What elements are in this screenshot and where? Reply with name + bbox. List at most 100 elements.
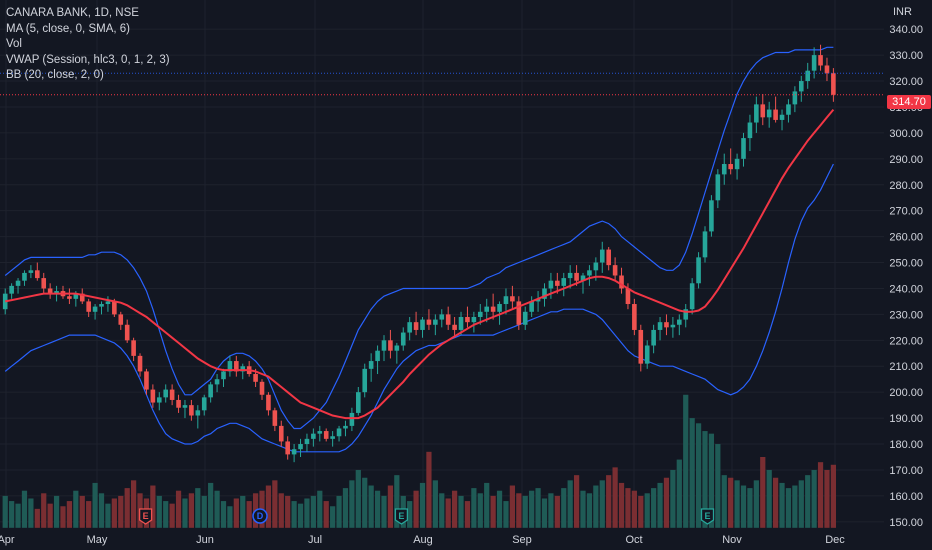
candle-body	[503, 296, 509, 305]
event-marker-letter: E	[704, 511, 710, 521]
volume-bar	[638, 495, 644, 528]
candle-body	[234, 361, 239, 372]
candle-body	[381, 340, 387, 351]
earnings-marker[interactable]: E	[700, 508, 715, 525]
symbol-title[interactable]: CANARA BANK, 1D, NSE	[6, 7, 139, 19]
time-tick-label: Oct	[625, 534, 642, 546]
candle-body	[792, 91, 798, 105]
volume-bar	[509, 485, 515, 528]
volume-bar	[695, 423, 702, 528]
candle-body	[715, 174, 721, 201]
candle-body	[606, 249, 611, 266]
candle-body	[580, 275, 586, 281]
volume-bar	[233, 498, 239, 528]
candle-body	[824, 65, 830, 74]
volume-bar	[105, 503, 111, 528]
time-tick-label: Jun	[196, 534, 214, 546]
volume-bar	[740, 485, 747, 528]
candle-body	[35, 270, 40, 279]
candle-body	[336, 428, 342, 437]
candle-body	[227, 361, 233, 372]
candle-body	[323, 431, 329, 439]
volume-bar	[419, 482, 426, 528]
volume-bar	[355, 469, 361, 528]
price-axis[interactable]: 150.00 160.00 170.00 180.00 190.00 200.00 210.…	[884, 0, 932, 550]
price-tick-label: 330.00	[889, 50, 923, 62]
candle-body	[599, 249, 605, 263]
volume-bar	[464, 501, 471, 528]
volume-bar	[169, 503, 175, 528]
candle-body	[137, 355, 143, 372]
volume-bar	[708, 433, 715, 528]
volume-bar	[490, 495, 496, 528]
volume-bar	[188, 493, 194, 528]
price-tick-label: 190.00	[889, 413, 923, 425]
price-tick-label: 170.00	[889, 465, 923, 477]
price-tick-label: 180.00	[889, 439, 923, 451]
price-tick-label: 280.00	[889, 180, 923, 192]
time-axis[interactable]: Apr May Jun Jul Aug Sep Oct Nov Dec	[0, 534, 845, 546]
volume-bar	[702, 431, 708, 528]
volume-bar	[580, 490, 586, 528]
volume-bar	[766, 469, 772, 528]
legend-ma[interactable]: MA (5, close, 0, SMA, 6)	[6, 22, 130, 35]
legend-vol[interactable]: Vol	[6, 38, 22, 50]
candle-body	[156, 397, 162, 403]
volume-bar	[73, 490, 79, 528]
candle-body	[555, 280, 560, 286]
candle-body	[516, 301, 522, 325]
candle-body	[272, 410, 278, 426]
volume-bar	[66, 501, 73, 528]
event-marker-letter: D	[257, 511, 264, 521]
candle-body	[92, 306, 98, 312]
candle-body	[677, 319, 682, 325]
volume-bar	[728, 477, 734, 528]
volume-bar	[670, 469, 676, 528]
price-tick-label: 230.00	[889, 309, 923, 321]
volume-bar	[439, 493, 445, 528]
candle-body	[593, 262, 599, 271]
candle-body	[47, 288, 53, 294]
volume-bar	[689, 418, 695, 528]
candle-body	[625, 288, 631, 305]
candle-body	[567, 272, 573, 279]
volume-bar	[663, 477, 670, 528]
candle-body	[522, 311, 528, 325]
candle-body	[394, 345, 400, 351]
legend-vwap[interactable]: VWAP (Session, hlc3, 0, 1, 2, 3)	[6, 53, 170, 66]
volume-bar	[830, 464, 836, 528]
candle-body	[510, 296, 515, 302]
legend-bb[interactable]: BB (20, close, 2, 0)	[6, 69, 104, 81]
candle-body	[86, 301, 91, 312]
time-tick-label: Jul	[308, 534, 322, 546]
volume-bar	[240, 495, 246, 528]
price-tick-label: 340.00	[889, 24, 923, 36]
candle-body	[278, 425, 284, 442]
candle-body	[831, 73, 836, 95]
volume-bar	[625, 488, 631, 528]
candle-body	[542, 288, 547, 299]
price-tick-label: 150.00	[889, 517, 923, 529]
last-price-badge: 314.70	[887, 95, 931, 109]
dividend-marker[interactable]: D	[252, 508, 268, 524]
candle-body	[786, 104, 791, 115]
earnings-marker[interactable]: E	[138, 508, 153, 525]
volume-bar	[760, 456, 766, 528]
volume-bar	[111, 498, 117, 528]
volume-bar	[342, 488, 349, 528]
candle-body	[529, 301, 534, 312]
candle-body	[208, 384, 213, 398]
event-marker-letter: E	[143, 511, 149, 521]
price-tick-label: 300.00	[889, 128, 923, 140]
earnings-marker[interactable]: E	[394, 508, 409, 525]
volume-bar	[407, 501, 413, 528]
volume-bar	[651, 488, 657, 528]
candle-body	[169, 389, 175, 400]
candle-body	[343, 425, 348, 429]
candle-body	[362, 368, 368, 393]
volume-bar	[21, 490, 28, 528]
volume-bar	[47, 503, 53, 528]
volume-bar	[817, 462, 824, 528]
candle-body	[304, 438, 310, 445]
candle-body	[240, 366, 246, 372]
